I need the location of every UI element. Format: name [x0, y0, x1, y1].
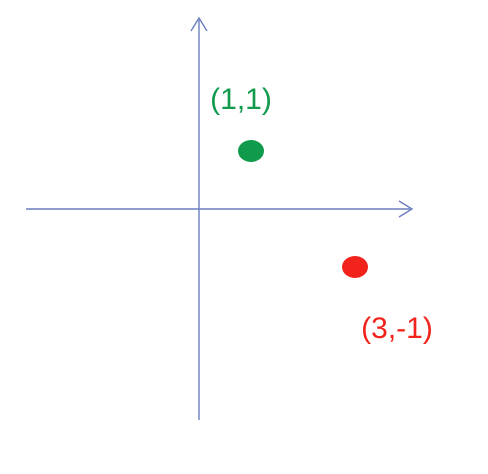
data-marks: (1,1) (3,-1)	[210, 83, 433, 345]
data-point-label: (1,1)	[210, 83, 272, 116]
data-point	[342, 256, 368, 278]
y-axis-arrowhead	[190, 16, 208, 32]
data-point	[238, 140, 264, 162]
data-point-label: (3,-1)	[361, 312, 433, 345]
x-axis-arrowhead	[398, 200, 414, 218]
